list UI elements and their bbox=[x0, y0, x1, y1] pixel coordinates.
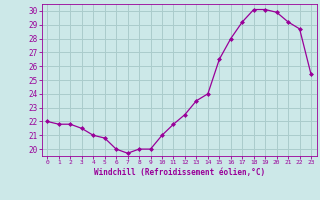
X-axis label: Windchill (Refroidissement éolien,°C): Windchill (Refroidissement éolien,°C) bbox=[94, 168, 265, 177]
